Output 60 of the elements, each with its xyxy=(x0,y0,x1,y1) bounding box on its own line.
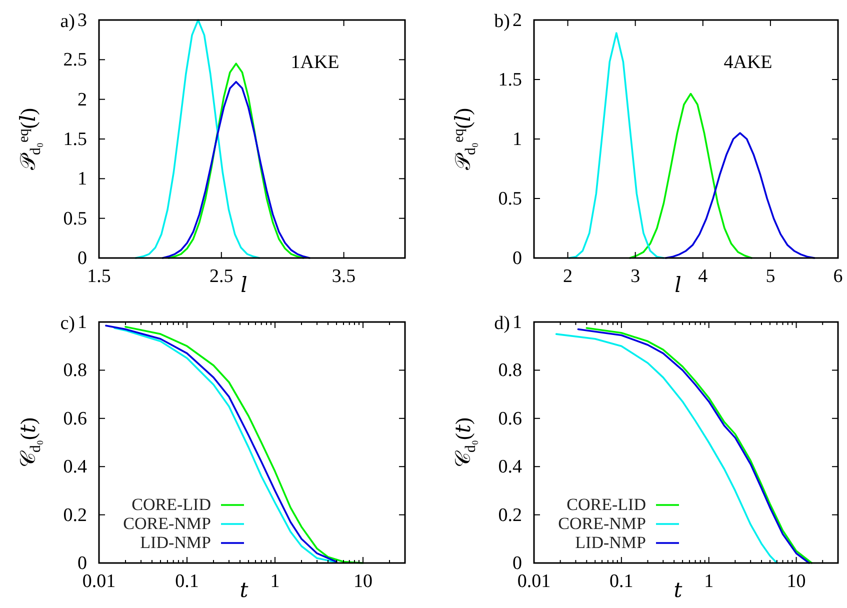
x-tick-label: 5 xyxy=(766,266,776,287)
x-tick-label: 4 xyxy=(698,266,708,287)
line-series xyxy=(568,32,665,259)
x-tick-label: 2.5 xyxy=(210,266,234,287)
x-tick-label: 3 xyxy=(630,266,640,287)
y-tick-label: 0 xyxy=(78,248,87,269)
x-axis-title: 𝑡 xyxy=(674,578,683,602)
legend-label: LID-NMP xyxy=(575,533,646,552)
line-series xyxy=(134,19,260,259)
y-tick-label: 0.6 xyxy=(498,408,522,430)
x-tick-label: 0.1 xyxy=(610,571,634,592)
y-tick-label: 2 xyxy=(512,10,522,31)
line-series xyxy=(629,92,752,259)
y-tick-label: 1.5 xyxy=(498,70,522,90)
annotation: 1AKE xyxy=(290,52,340,73)
x-axis-title: 𝑙 xyxy=(674,273,682,297)
legend-label: CORE-NMP xyxy=(123,514,211,533)
y-tick-label: 2.5 xyxy=(63,50,87,71)
x-tick-label: 1 xyxy=(270,571,280,592)
y-tick-label: 0 xyxy=(512,553,522,574)
x-tick-label: 1 xyxy=(704,571,714,592)
legend-label: CORE-LID xyxy=(566,495,646,514)
y-tick-label: 0 xyxy=(512,248,522,269)
y-tick-label: 1 xyxy=(78,312,87,333)
y-tick-label: 1 xyxy=(512,312,522,333)
x-tick-label: 6 xyxy=(833,266,843,287)
y-tick-label: 1 xyxy=(78,168,87,190)
x-tick-label: 0.01 xyxy=(517,571,551,592)
x-tick-label: 0.01 xyxy=(82,571,116,592)
y-tick-label: 0.2 xyxy=(63,504,87,526)
y-tick-label: 0 xyxy=(78,553,87,574)
chart-title: b) xyxy=(494,11,510,32)
y-tick-label: 0.5 xyxy=(498,188,522,210)
y-tick-label: 3 xyxy=(78,10,87,31)
y-tick-label: 0.4 xyxy=(63,456,88,478)
legend-label: CORE-NMP xyxy=(558,514,646,533)
x-axis-title: 𝑙 xyxy=(240,273,248,297)
y-tick-label: 0.2 xyxy=(498,504,522,526)
annotation: 4AKE xyxy=(724,52,772,73)
x-tick-label: 0.1 xyxy=(175,571,199,592)
x-tick-label: 3.5 xyxy=(332,266,356,287)
y-tick-label: 2 xyxy=(78,89,87,110)
chart-title: c) xyxy=(60,313,75,334)
line-series xyxy=(664,132,816,259)
y-tick-label: 0.5 xyxy=(63,208,87,230)
chart-title: d) xyxy=(494,313,510,334)
x-tick-label: 10 xyxy=(786,571,806,592)
y-tick-label: 1 xyxy=(512,129,522,150)
y-tick-label: 0.6 xyxy=(63,408,87,430)
legend-label: LID-NMP xyxy=(140,533,211,552)
x-tick-label: 10 xyxy=(354,571,373,592)
x-tick-label: 2 xyxy=(563,266,573,287)
chart-title: a) xyxy=(60,11,75,32)
x-axis-title: 𝑡 xyxy=(240,578,249,602)
y-tick-label: 0.8 xyxy=(498,360,522,382)
legend-label: CORE-LID xyxy=(132,495,211,514)
line-series xyxy=(162,80,310,259)
y-tick-label: 1.5 xyxy=(63,129,87,150)
y-tick-label: 0.8 xyxy=(63,360,87,382)
y-tick-label: 0.4 xyxy=(498,456,522,478)
